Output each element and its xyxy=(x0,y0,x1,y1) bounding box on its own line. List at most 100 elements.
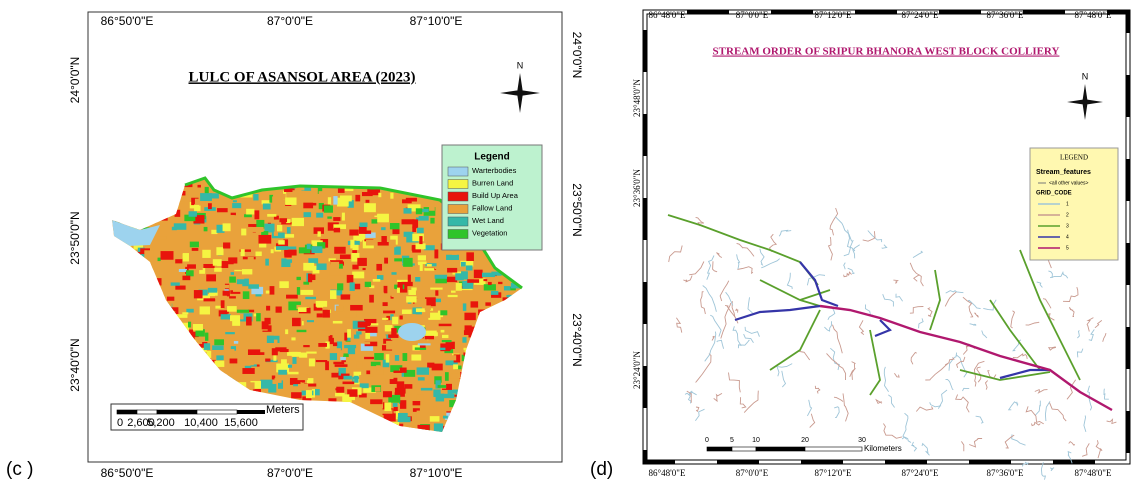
land-patch xyxy=(297,287,300,295)
land-patch xyxy=(147,208,160,212)
land-patch xyxy=(140,399,149,404)
land-patch xyxy=(231,272,235,275)
scale-bar xyxy=(707,447,732,451)
land-patch xyxy=(116,334,123,339)
legend-label: 5 xyxy=(1066,245,1069,251)
lon-label: 87°0'0"E xyxy=(267,14,313,28)
land-patch xyxy=(241,249,245,256)
land-patch xyxy=(153,189,162,196)
land-patch xyxy=(230,315,240,321)
stream xyxy=(914,275,920,282)
stream xyxy=(1037,282,1043,288)
land-patch xyxy=(347,329,351,338)
stream xyxy=(714,393,722,401)
land-patch xyxy=(366,200,370,203)
land-patch xyxy=(148,372,154,378)
land-patch xyxy=(521,398,526,407)
land-patch xyxy=(381,434,387,441)
land-patch xyxy=(425,331,437,337)
land-patch xyxy=(246,337,250,342)
map-title: STREAM ORDER OF SRIPUR BHANORA WEST BLOC… xyxy=(713,46,1060,58)
land-patch xyxy=(467,279,479,283)
land-patch xyxy=(325,361,329,370)
land-patch xyxy=(328,398,336,401)
land-patch xyxy=(468,330,474,338)
land-patch xyxy=(334,247,345,254)
land-patch xyxy=(338,407,347,414)
stream xyxy=(1077,349,1083,358)
stream xyxy=(1077,331,1079,339)
land-patch xyxy=(252,429,257,437)
land-patch xyxy=(248,310,254,313)
land-patch xyxy=(342,394,349,403)
land-patch xyxy=(323,310,330,318)
land-patch xyxy=(393,422,399,428)
land-patch xyxy=(343,349,348,351)
land-patch xyxy=(419,435,431,441)
scale-bar xyxy=(805,447,862,451)
land-patch xyxy=(147,212,152,215)
land-patch xyxy=(108,280,111,284)
stream xyxy=(844,272,852,277)
land-patch xyxy=(256,313,261,321)
land-patch xyxy=(486,390,492,397)
land-patch xyxy=(285,197,296,204)
land-patch xyxy=(192,248,199,251)
land-patch xyxy=(128,257,139,260)
stream xyxy=(876,400,882,404)
land-patch xyxy=(200,193,212,201)
land-patch xyxy=(391,328,396,337)
stream xyxy=(910,263,923,286)
lon-label: 87°48'0"E xyxy=(1075,468,1112,478)
land-patch xyxy=(474,270,483,279)
land-patch xyxy=(406,296,416,302)
land-patch xyxy=(209,384,214,392)
land-patch xyxy=(183,172,187,175)
lat-label: 23°40'0"N xyxy=(68,338,82,391)
land-patch xyxy=(483,351,493,359)
land-patch xyxy=(281,258,292,267)
land-patch xyxy=(382,178,394,181)
stream xyxy=(963,388,970,391)
stream xyxy=(696,354,711,383)
land-patch xyxy=(160,367,168,374)
stream xyxy=(737,267,753,274)
land-patch xyxy=(181,388,194,396)
land-patch xyxy=(175,338,180,344)
stream xyxy=(970,324,977,326)
land-patch xyxy=(381,227,386,230)
land-patch xyxy=(347,275,354,283)
land-patch xyxy=(133,387,142,396)
land-patch xyxy=(356,173,360,181)
land-patch xyxy=(322,421,333,427)
land-patch xyxy=(203,298,215,301)
lon-label: 87°12'0"E xyxy=(815,468,852,478)
land-patch xyxy=(421,388,433,391)
land-patch xyxy=(530,428,542,437)
land-patch xyxy=(457,423,466,430)
legend-label: Fallow Land xyxy=(472,203,512,212)
land-patch xyxy=(196,374,207,376)
land-patch xyxy=(126,339,133,346)
land-patch xyxy=(137,206,146,213)
land-patch xyxy=(516,276,527,280)
land-patch xyxy=(135,322,147,324)
land-patch xyxy=(242,269,252,274)
land-patch xyxy=(522,335,525,342)
land-patch xyxy=(339,264,343,269)
land-patch xyxy=(106,187,116,195)
land-patch xyxy=(287,227,291,233)
land-patch xyxy=(526,321,534,324)
stream xyxy=(676,318,681,333)
land-patch xyxy=(472,409,481,415)
land-patch xyxy=(494,378,506,381)
land-patch xyxy=(528,315,534,319)
stream xyxy=(1050,272,1068,278)
stream xyxy=(740,397,745,408)
land-patch xyxy=(105,241,112,245)
land-patch xyxy=(514,392,527,400)
land-patch xyxy=(446,255,459,260)
land-patch xyxy=(169,373,174,378)
land-patch xyxy=(366,240,375,246)
stream xyxy=(903,413,908,439)
